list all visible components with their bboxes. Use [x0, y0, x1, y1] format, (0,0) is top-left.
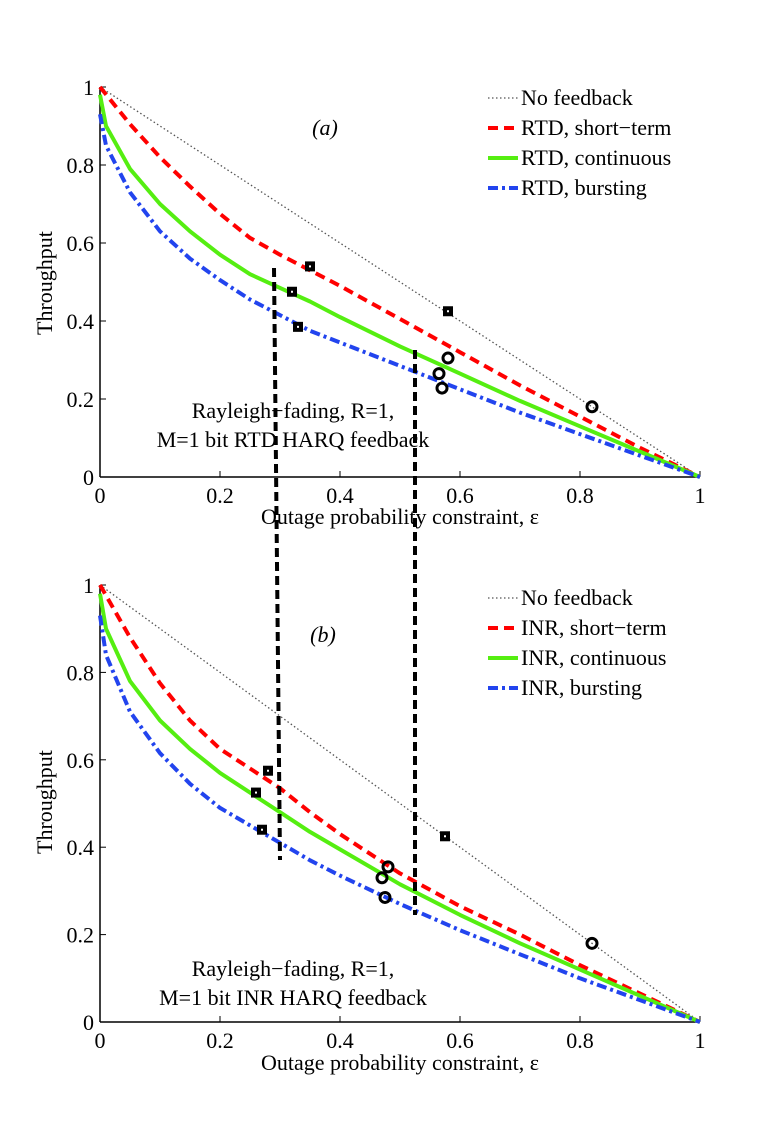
y-tick-label: 0.6 [67, 231, 95, 256]
x-tick-label: 1 [695, 483, 706, 508]
annotation-line: Rayleigh−fading, R=1, [192, 956, 395, 981]
square-marker-dot [297, 325, 299, 328]
square-marker-dot [309, 265, 311, 268]
series-line-dotted [99, 86, 701, 478]
y-axis-label: Throughput [32, 750, 57, 854]
y-tick-label: 0.2 [67, 923, 95, 948]
square-marker-dot [261, 828, 263, 831]
y-axis-label: Throughput [32, 231, 57, 335]
x-tick-label: 0.6 [446, 1028, 474, 1053]
annotation-line: Rayleigh−fading, R=1, [192, 398, 395, 423]
x-axis-label: Outage probability constraint, ε [261, 1050, 539, 1075]
x-tick-label: 0.2 [206, 483, 234, 508]
x-axis-label: Outage probability constraint, ε [261, 504, 539, 529]
dashed-connector-lines [272, 267, 417, 915]
annotation-line: M=1 bit RTD HARQ feedback [157, 427, 430, 452]
square-marker-dot [447, 310, 449, 313]
square-marker-dot [291, 290, 293, 293]
legend-entry: RTD, continuous [521, 145, 671, 170]
y-tick-label: 0.4 [67, 835, 95, 860]
x-tick-labels: 0 0.2 0.4 0.6 0.8 1 [95, 1028, 706, 1053]
y-tick-label: 0.8 [67, 153, 95, 178]
x-tick-label: 0.2 [206, 1028, 234, 1053]
y-tick-label: 0 [83, 465, 94, 490]
y-tick-label: 0.8 [67, 660, 95, 685]
circle-marker [375, 871, 389, 885]
chart-a: 0 0.2 0.4 0.6 0.8 1 0 0.2 0.4 0.6 0.8 1 Outage proba… [32, 75, 706, 529]
legend-entry: No feedback [521, 585, 633, 610]
circle-marker [378, 890, 392, 904]
y-tick-label: 0 [83, 1010, 94, 1035]
y-tick-label: 1 [83, 75, 94, 100]
x-tick-label: 0.6 [446, 483, 474, 508]
x-tick-label: 0.8 [566, 1028, 594, 1053]
annotation-line: M=1 bit INR HARQ feedback [159, 985, 427, 1010]
series-line-dashed [98, 584, 701, 1024]
legend-entry: INR, short−term [521, 615, 667, 640]
connector-line [272, 267, 282, 861]
legend-entry: INR, bursting [521, 675, 642, 700]
x-tick-label: 0.4 [326, 1028, 354, 1053]
legend: No feedback INR, short−term INR, continuou… [488, 585, 667, 700]
series-line-solid [98, 593, 701, 1024]
chart-b: 0 0.2 0.4 0.6 0.8 1 0 0.2 0.4 0.6 0.8 1 Outage proba… [32, 573, 706, 1075]
y-tick-label: 1 [83, 573, 94, 598]
circle-marker [441, 351, 455, 365]
y-tick-labels: 0 0.2 0.4 0.6 0.8 1 [67, 75, 95, 490]
legend-entry: RTD, bursting [521, 175, 647, 200]
circle-marker [585, 936, 599, 950]
annotation: Rayleigh−fading, R=1, M=1 bit INR HARQ fe… [159, 956, 427, 1010]
y-tick-label: 0.6 [67, 748, 95, 773]
x-tick-label: 0.8 [566, 483, 594, 508]
x-tick-label: 1 [695, 1028, 706, 1053]
x-tick-labels: 0 0.2 0.4 0.6 0.8 1 [95, 483, 706, 508]
square-marker-dot [267, 769, 269, 772]
circle-marker [585, 400, 599, 414]
square-marker-dot [444, 835, 446, 838]
annotation: Rayleigh−fading, R=1, M=1 bit RTD HARQ fe… [157, 398, 430, 452]
square-marker-dot [255, 791, 257, 794]
x-tick-label: 0 [95, 483, 106, 508]
legend-entry: INR, continuous [521, 645, 666, 670]
y-tick-labels: 0 0.2 0.4 0.6 0.8 1 [67, 573, 95, 1035]
y-tick-label: 0.4 [67, 309, 95, 334]
panel-label: (b) [310, 622, 336, 647]
legend: No feedback RTD, short−term RTD, continuou… [488, 85, 671, 200]
circle-marker [435, 381, 449, 395]
x-tick-label: 0.4 [326, 483, 354, 508]
y-tick-label: 0.2 [67, 387, 95, 412]
circle-marker [381, 860, 395, 874]
panel-label: (a) [312, 115, 338, 140]
legend-entry: RTD, short−term [521, 115, 671, 140]
legend-entry: No feedback [521, 85, 633, 110]
circle-marker [432, 367, 446, 381]
x-tick-label: 0 [95, 1028, 106, 1053]
series-line-dashdot [98, 615, 701, 1024]
